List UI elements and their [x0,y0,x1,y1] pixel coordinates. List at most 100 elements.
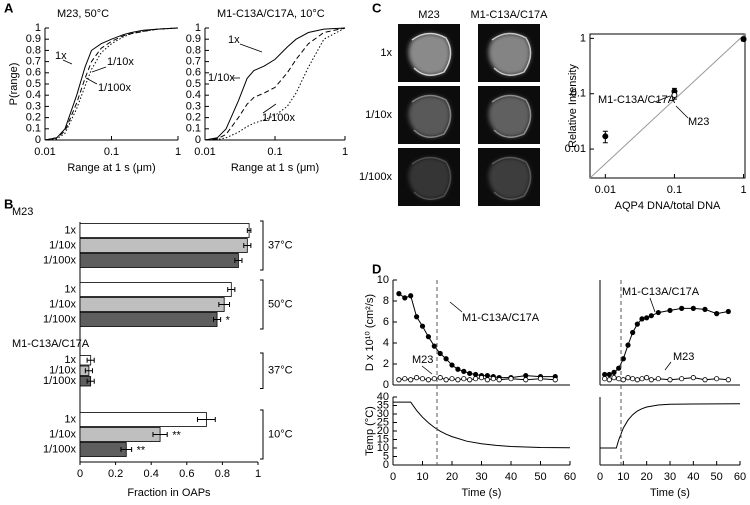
panel-label: B [4,196,13,211]
category-label: 1x [64,224,76,236]
data-point [408,377,414,383]
data-point [396,291,402,297]
data-point [702,306,708,312]
reference-line [589,33,746,179]
bracket [260,409,264,460]
x-axis-label: Time (s) [462,487,502,499]
data-point [714,376,720,382]
category-label: 1x [64,413,76,425]
error-bar [227,287,236,292]
data-point [523,377,529,383]
y-tick-label: 0.5 [186,78,201,90]
cell-edge [411,156,452,200]
series-line [398,293,556,379]
category-label: 1/10x [49,365,76,377]
y-tick-label: 1 [580,32,586,44]
data-point [602,376,608,382]
y-tick-label: 0.4 [26,89,41,101]
data-point [667,377,673,383]
series-label: M1-C13A/C17A [622,286,700,298]
bar [79,412,207,427]
data-point [437,350,443,357]
data-point [725,308,731,315]
data-point [606,371,612,378]
significance-mark: ** [137,444,146,456]
leader-line [91,66,107,73]
data-point [679,305,685,311]
y-tick-label: 0.1 [186,123,201,135]
leader-line [649,297,656,313]
series-label: 1/100x [262,112,296,124]
cell-shape [488,33,531,76]
y-tick-label: 25 [377,416,389,428]
data-point [690,305,696,311]
x-tick-label: 60 [734,471,746,483]
y-tick-label: 10 [377,274,389,286]
panel-label: D [372,261,381,276]
data-point [396,377,402,383]
y-tick-label: 0.9 [26,33,41,45]
x-tick-label: 60 [564,471,576,483]
data-point [425,334,431,340]
data-point [625,375,631,381]
data-point [606,377,612,383]
category-label: 1/100x [43,254,77,266]
y-tick-label: 35 [377,399,389,411]
data-point [419,323,426,329]
category-label: 1/100x [43,443,77,455]
y-tick-label: 0.1 [26,123,41,135]
y-tick-label: 1 [195,22,201,34]
series-label: 1/10x [107,56,134,68]
y-tick-label: 0.6 [26,67,41,79]
leader-line [664,361,672,371]
data-point [634,321,640,327]
y-axis-label: Temp (°C) [364,406,376,456]
x-axis-label: AQP4 DNA/total DNA [615,200,721,212]
series-label: 1/10x [208,72,235,84]
y-tick-label: 0.9 [186,33,201,45]
x-tick-label: 0.1 [104,146,119,158]
data-point [644,315,650,321]
data-point [431,376,437,382]
x-tick-label: 0.01 [595,184,616,196]
x-axis-label: Fraction in OAPs [127,487,211,499]
cell-edge [491,156,532,200]
y-tick-label: 2 [383,358,389,370]
data-point [508,376,514,382]
cell-shape [408,95,451,138]
bar [79,238,248,253]
y-tick-label: 30 [377,408,389,420]
cell-shape [408,157,451,200]
cell-shape [488,157,531,200]
series-line [204,27,346,141]
series-line [398,377,556,381]
data-point [602,371,608,378]
category-label: 1x [64,354,76,366]
error-bar [84,368,93,374]
bar [79,442,127,457]
y-tick-label: 1 [35,22,41,34]
y-tick-label: 0.4 [186,89,201,101]
series-label: M1-C13A/C17A [598,94,676,106]
data-point [630,376,636,382]
data-point [679,376,685,382]
x-tick-label: 0.1 [667,184,682,196]
y-tick-label: 0.7 [186,56,201,68]
data-point [690,375,696,381]
error-bar [246,228,252,233]
x-tick-label: 0.6 [179,468,194,480]
x-axis-label: Range at 1 s (μm) [67,162,155,174]
bar [79,312,218,327]
error-bar [234,258,243,263]
leader-line [675,105,689,119]
series-label: 1x [55,50,67,62]
x-axis-label: Range at 1 s (μm) [231,162,319,174]
cell-edge [411,94,452,138]
x-tick-label: 0.4 [144,468,159,480]
leader-line [62,59,73,65]
bracket [260,220,264,271]
x-tick-label: 1 [342,146,348,158]
data-point [523,372,529,379]
leader-line [262,103,277,114]
